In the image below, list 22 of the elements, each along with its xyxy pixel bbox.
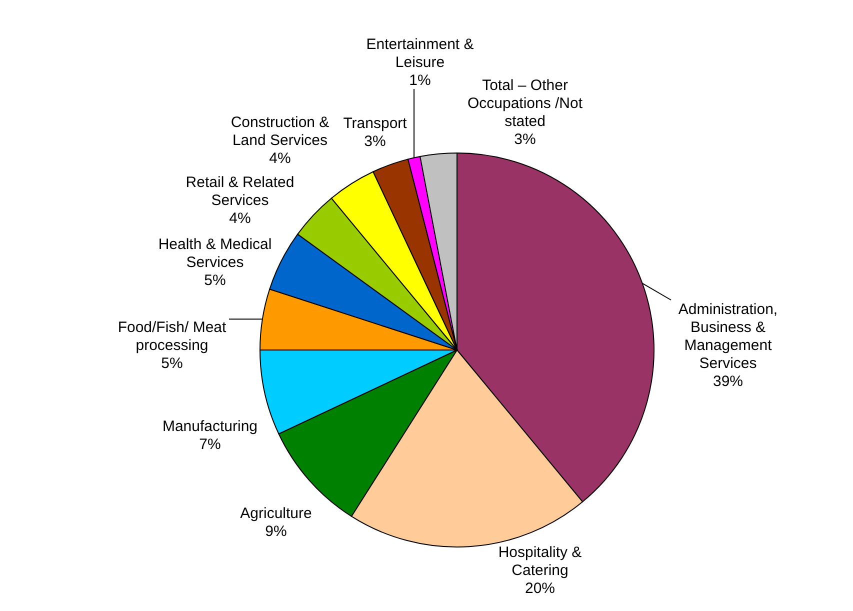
slice-label: Total – Other Occupations /Not stated: [467, 77, 584, 130]
data-label: 20%: [524, 580, 556, 597]
slice-label: Retail & Related Services: [186, 174, 294, 209]
data-label: 4%: [229, 210, 251, 227]
data-label: 4%: [269, 150, 291, 167]
slice-label: Health & Medical Services: [158, 236, 272, 271]
slice-label: Agriculture: [240, 505, 312, 522]
data-label: 39%: [712, 373, 744, 390]
data-label: 9%: [265, 523, 287, 540]
slice-label: Construction & Land Services: [230, 114, 330, 149]
data-label: 5%: [161, 355, 183, 372]
data-label: 3%: [514, 131, 536, 148]
slice-label: Manufacturing: [162, 418, 258, 435]
slice-label: Hospitality & Catering: [498, 544, 582, 579]
slice-label: Entertainment & Leisure: [366, 36, 474, 71]
slice-label: Administration, Business & Management Services: [678, 301, 778, 372]
slice-label: Transport: [343, 115, 408, 132]
slice-label: Food/Fish/ Meat processing: [118, 319, 228, 354]
data-label: 1%: [409, 72, 431, 89]
data-label: 3%: [364, 133, 386, 150]
data-label: 5%: [204, 272, 226, 289]
data-label: 7%: [199, 436, 221, 453]
